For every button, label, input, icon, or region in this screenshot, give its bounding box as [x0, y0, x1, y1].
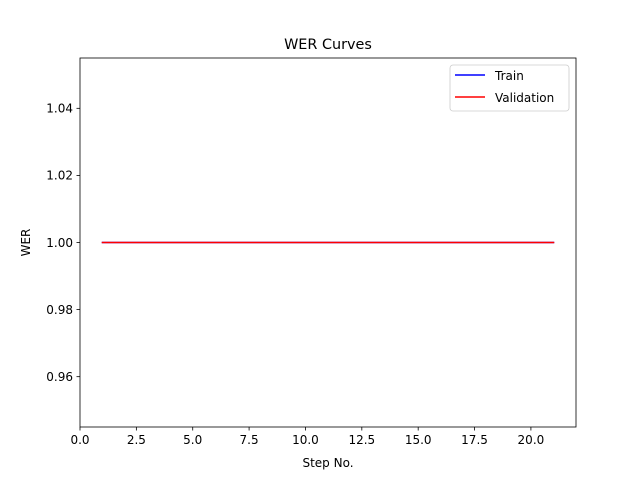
x-tick-label: 5.0	[183, 433, 202, 447]
x-tick-label: 2.5	[127, 433, 146, 447]
legend-box	[449, 64, 570, 112]
x-tick-label: 7.5	[240, 433, 259, 447]
x-tick-label: 15.0	[405, 433, 432, 447]
x-axis: 0.0 2.5 5.0 7.5 10.0 12.5 15.0 17.5 20.0	[70, 427, 544, 447]
legend-label-train: Train	[494, 69, 524, 83]
x-tick-label: 0.0	[70, 433, 89, 447]
chart-title: WER Curves	[284, 37, 372, 53]
x-axis-label: Step No.	[302, 456, 353, 470]
x-tick-label: 12.5	[348, 433, 375, 447]
x-tick-label: 20.0	[518, 433, 545, 447]
y-tick-label: 1.04	[46, 102, 73, 116]
y-tick-label: 0.96	[46, 370, 73, 384]
y-tick-label: 0.98	[46, 303, 73, 317]
legend: Train Validation	[449, 64, 570, 112]
y-tick-label: 1.00	[46, 236, 73, 250]
x-tick-label: 10.0	[292, 433, 319, 447]
y-tick-label: 1.02	[46, 169, 73, 183]
x-tick-label: 17.5	[461, 433, 488, 447]
legend-label-validation: Validation	[495, 91, 554, 105]
y-axis-label: WER	[19, 229, 33, 257]
y-axis: 0.96 0.98 1.00 1.02 1.04	[46, 102, 80, 384]
